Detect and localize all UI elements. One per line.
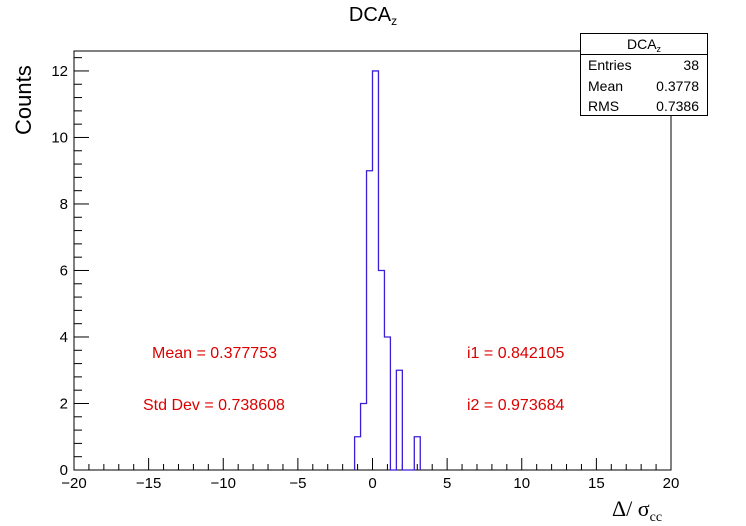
stats-label: Mean [588,77,624,94]
annotation-i2: i2 = 0.973684 [467,397,565,414]
x-tick-label: −20 [61,475,86,492]
stats-title-main: DCA [626,36,657,52]
stats-row-mean: Mean 0.3778 [581,76,707,97]
x-tick-label: 20 [663,475,680,492]
histogram-bin [378,270,384,470]
annotation-mean: Mean = 0.377753 [152,345,277,362]
y-tick-label: 8 [60,196,68,213]
stats-value: 0.7386 [656,98,699,114]
stats-title-sub: z [656,44,662,54]
y-tick-label: 10 [51,129,68,146]
y-axis: 0 2 4 6 8 10 12 [51,57,89,479]
y-tick-label: 12 [51,63,68,80]
stats-value: 38 [683,57,699,73]
x-tick-label: −5 [289,475,306,492]
x-tick-label: 5 [443,475,451,492]
x-tick-label: 15 [588,475,605,492]
stats-label: RMS [588,98,620,114]
y-axis-label: Counts [11,65,36,135]
x-axis-label-main: Δ/ σ [612,496,650,521]
annotation-i1: i1 = 0.842105 [467,345,565,362]
annotation-std-dev: Std Dev = 0.738608 [143,397,285,414]
stats-row-entries: Entries 38 [581,55,707,76]
x-tick-label: −10 [211,475,236,492]
x-axis-label-sub: cc [649,510,663,525]
x-axis-label: Δ/ σcc [612,496,662,526]
histogram-bin [373,71,379,470]
histogram-bin [367,171,373,470]
chart-title: DCAz [0,4,746,28]
histogram-bin [396,370,402,470]
histogram-bin [361,403,367,470]
histogram-outline [353,70,421,471]
histogram-bin [355,437,361,470]
y-tick-label: 6 [60,262,68,279]
stats-row-rms: RMS 0.7386 [581,96,707,117]
y-tick-label: 0 [60,462,68,479]
stats-value: 0.3778 [656,77,699,94]
x-tick-label: 10 [513,475,530,492]
x-axis: −20 −15 −10 −5 0 5 10 15 20 [61,458,679,492]
stats-box: DCAz Entries 38 Mean 0.3778 RMS 0.7386 [580,33,708,116]
x-tick-label: 0 [368,475,376,492]
y-tick-label: 4 [60,329,68,346]
x-tick-label: −15 [136,475,161,492]
y-tick-label: 2 [60,395,68,412]
histogram-bin [414,437,420,470]
stats-label: Entries [588,57,632,73]
stats-title: DCAz [581,34,707,55]
chart-title-main: DCA [348,4,392,26]
histogram-bin [384,337,390,470]
chart-title-sub: z [391,14,398,28]
